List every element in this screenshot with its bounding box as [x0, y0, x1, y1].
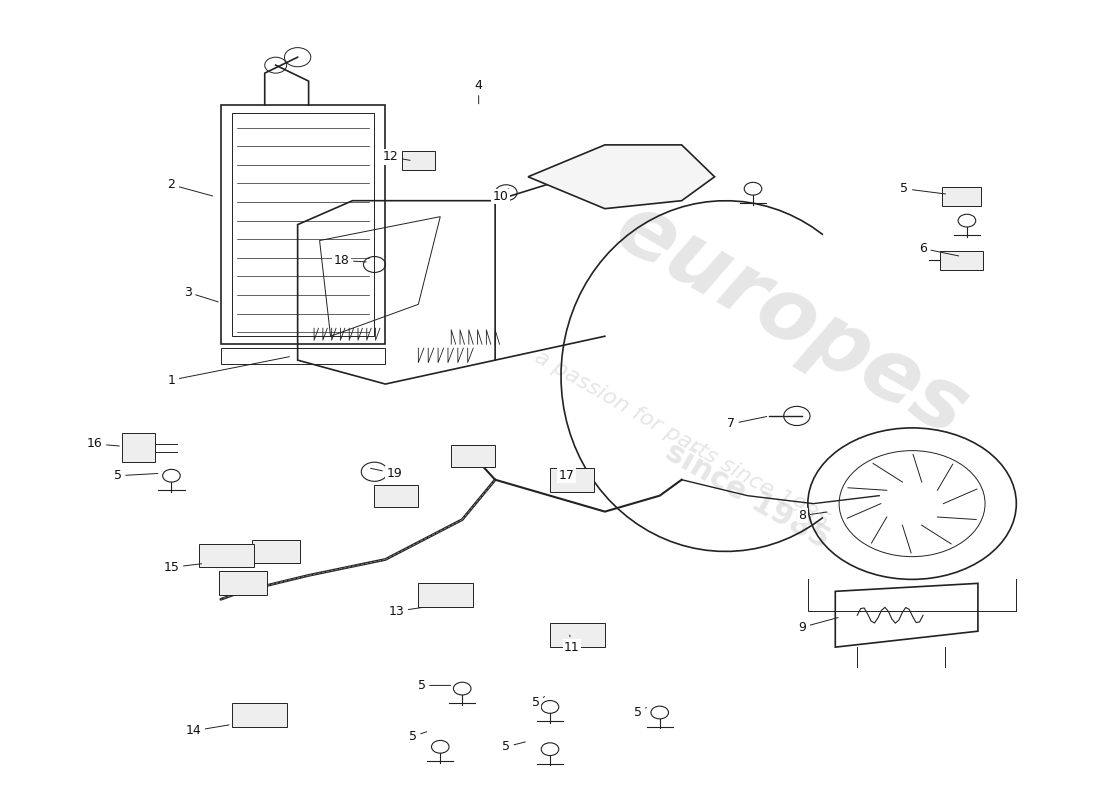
Text: 5: 5 [634, 706, 647, 719]
Text: 5: 5 [113, 470, 157, 482]
Text: 2: 2 [167, 178, 212, 196]
Bar [402, 151, 434, 170]
Bar [942, 187, 981, 206]
Bar [451, 445, 495, 467]
Polygon shape [528, 145, 715, 209]
Bar [221, 105, 385, 344]
Text: 19: 19 [371, 467, 403, 480]
Text: 9: 9 [799, 618, 838, 634]
Text: since 1985: since 1985 [660, 437, 835, 554]
Text: 7: 7 [727, 417, 767, 430]
Bar [221, 348, 385, 364]
Bar [374, 485, 418, 507]
Bar [550, 623, 605, 647]
Text: 5: 5 [409, 730, 427, 743]
Text: a passion for parts since 1985: a passion for parts since 1985 [531, 347, 833, 533]
Text: 8: 8 [799, 509, 827, 522]
Bar [122, 434, 155, 462]
Text: 5: 5 [502, 740, 526, 754]
Bar [232, 113, 374, 336]
Text: 10: 10 [493, 189, 508, 203]
Bar [252, 539, 300, 563]
Text: 16: 16 [87, 438, 119, 450]
Text: 15: 15 [164, 561, 201, 574]
Bar [550, 468, 594, 492]
Text: 12: 12 [383, 150, 410, 163]
Polygon shape [939, 251, 983, 270]
Text: europes: europes [601, 186, 982, 454]
Text: 6: 6 [920, 242, 959, 256]
Bar [418, 583, 473, 607]
Bar [219, 571, 267, 595]
Text: 5: 5 [418, 679, 451, 692]
Text: 5: 5 [901, 182, 946, 195]
Text: 14: 14 [186, 724, 229, 738]
Bar [232, 703, 287, 727]
Text: 13: 13 [388, 605, 421, 618]
Text: 4: 4 [475, 78, 483, 104]
Text: 3: 3 [184, 286, 218, 302]
Bar [199, 543, 254, 567]
Text: 1: 1 [167, 357, 289, 386]
Text: 11: 11 [564, 635, 580, 654]
Text: 17: 17 [559, 470, 574, 482]
Text: 18: 18 [333, 254, 366, 267]
Text: 5: 5 [531, 697, 544, 710]
